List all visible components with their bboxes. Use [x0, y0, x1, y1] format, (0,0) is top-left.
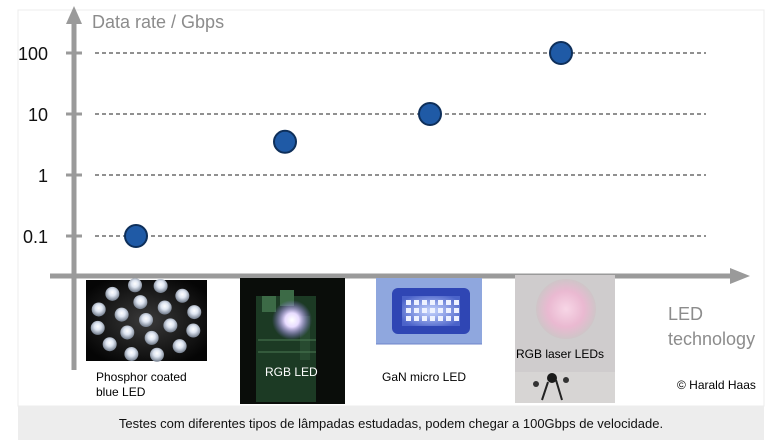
- micro-led-pixel: [454, 308, 459, 313]
- photo-rgb-laser-leds: [515, 275, 615, 403]
- y-axis-arrow: [66, 6, 82, 24]
- x-axis-label-line-2: technology: [668, 329, 755, 349]
- category-labels: Phosphor coated blue LED RGB LED GaN mic…: [96, 347, 604, 399]
- micro-led-pixel: [430, 300, 435, 305]
- micro-led-pixel: [438, 300, 443, 305]
- micro-led-pixel: [406, 316, 411, 321]
- led-bulb: [102, 337, 117, 352]
- photo-phosphor-led: [86, 278, 207, 362]
- led-bulb: [149, 347, 164, 362]
- data-markers: [124, 41, 573, 248]
- micro-led-pixel: [446, 300, 451, 305]
- led-bulb: [144, 330, 159, 345]
- micro-led-pixel: [414, 316, 419, 321]
- micro-led-pixel: [454, 300, 459, 305]
- micro-led-pixel: [430, 308, 435, 313]
- led-bulb: [157, 300, 172, 315]
- y-axis-label: Data rate / Gbps: [92, 12, 224, 32]
- y-tick-labels: 100 10 1 0.1: [18, 44, 48, 247]
- led-bulb: [172, 339, 187, 354]
- x-axis-label: LED technology: [668, 304, 755, 349]
- led-bulb: [114, 307, 129, 322]
- category-label-gan-micro-led: GaN micro LED: [382, 370, 466, 384]
- category-label-rgb-led: RGB LED: [265, 365, 318, 379]
- micro-led-pixel: [454, 316, 459, 321]
- micro-led-pixel: [414, 308, 419, 313]
- led-bulb: [187, 305, 202, 320]
- led-bulb: [139, 313, 153, 327]
- micro-led-pixel: [422, 300, 427, 305]
- data-point-3: [549, 41, 573, 65]
- micro-led-pixel: [406, 308, 411, 313]
- micro-led-pixel: [438, 316, 443, 321]
- led-bulb: [153, 278, 168, 293]
- micro-led-pixel: [430, 316, 435, 321]
- led-bulb: [124, 347, 139, 362]
- micro-led-pixel: [406, 300, 411, 305]
- led-bulb: [128, 278, 143, 293]
- x-axis-arrow: [730, 268, 750, 284]
- led-bulb: [175, 288, 190, 303]
- y-tick-label-3: 0.1: [23, 227, 48, 247]
- credit-text: © Harald Haas: [677, 378, 756, 392]
- led-bulb: [90, 320, 105, 335]
- category-label-phosphor-line-1: Phosphor coated: [96, 370, 187, 384]
- micro-led-pixel: [414, 300, 419, 305]
- category-label-rgb-laser-leds: RGB laser LEDs: [516, 347, 604, 361]
- data-point-1: [273, 129, 297, 154]
- caption-bar: Testes com diferentes tipos de lâmpadas …: [18, 406, 764, 440]
- micro-led-pixel: [422, 308, 427, 313]
- photo-rgb-led: [240, 278, 345, 404]
- micro-led-pixel: [438, 308, 443, 313]
- led-bulb: [186, 323, 201, 338]
- category-label-phosphor-line-2: blue LED: [96, 385, 146, 399]
- y-tick-label-0: 100: [18, 44, 48, 64]
- caption-text: Testes com diferentes tipos de lâmpadas …: [118, 416, 664, 431]
- data-point-2: [418, 102, 442, 126]
- x-axis-label-line-1: LED: [668, 304, 703, 324]
- micro-led-pixel: [446, 308, 451, 313]
- axes: [50, 6, 750, 370]
- led-bulb: [105, 286, 120, 301]
- micro-led-pixel: [446, 316, 451, 321]
- y-tick-label-1: 10: [28, 105, 48, 125]
- led-bulb: [91, 302, 106, 317]
- data-point-0: [124, 224, 148, 248]
- led-bulb: [163, 318, 178, 333]
- led-bulb: [120, 325, 135, 340]
- photo-gan-micro-led: [376, 278, 482, 345]
- micro-led-pixel: [422, 316, 427, 321]
- led-bulb: [133, 295, 148, 310]
- y-tick-label-2: 1: [38, 166, 48, 186]
